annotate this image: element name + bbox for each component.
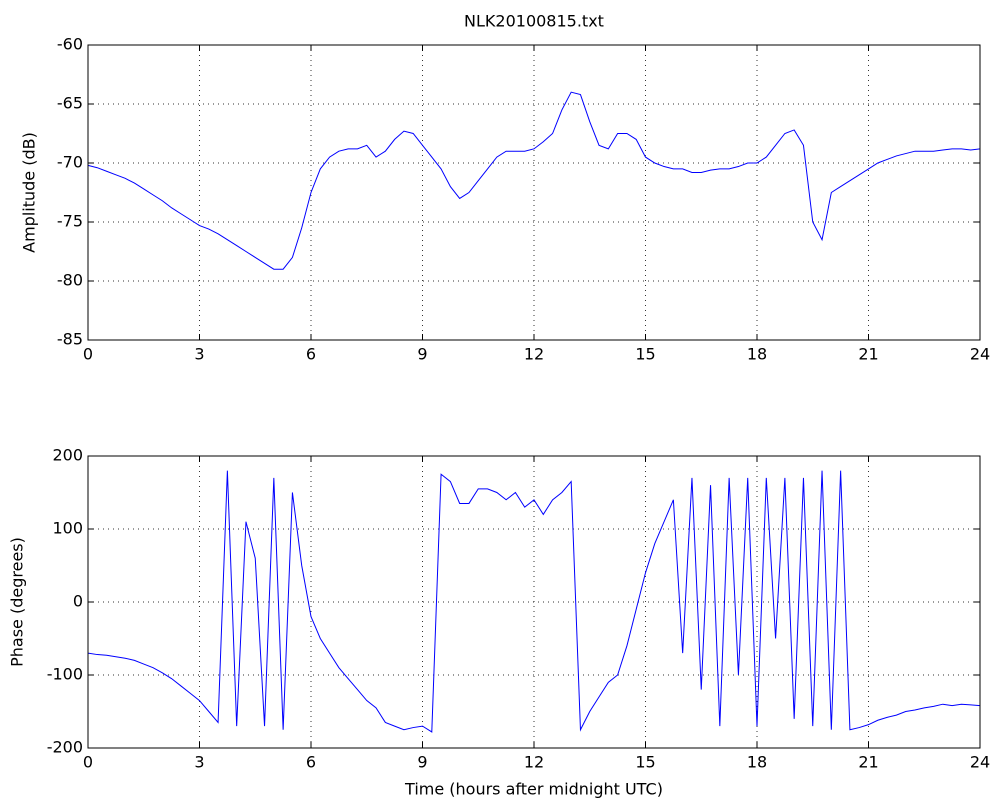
x-tick-label: 18: [747, 753, 767, 772]
x-tick-label: 12: [524, 345, 544, 364]
x-tick-label: 9: [417, 345, 427, 364]
x-tick-label: 6: [306, 753, 316, 772]
y-tick-label: -200: [47, 738, 83, 757]
y-tick-label: 200: [52, 446, 83, 465]
x-tick-label: 0: [83, 345, 93, 364]
x-tick-label: 24: [970, 345, 990, 364]
y-tick-label: -70: [57, 153, 83, 172]
x-tick-label: 0: [83, 753, 93, 772]
y-axis-label: Amplitude (dB): [20, 132, 39, 253]
x-tick-label: 12: [524, 753, 544, 772]
x-axis-label: Time (hours after midnight UTC): [404, 780, 663, 799]
y-tick-label: -80: [57, 271, 83, 290]
x-tick-label: 21: [858, 345, 878, 364]
x-tick-label: 3: [194, 345, 204, 364]
axes-frame: [87, 455, 981, 749]
data-line: [87, 470, 981, 733]
y-tick-label: -60: [57, 35, 83, 54]
x-tick-label: 15: [635, 753, 655, 772]
y-tick-label: 100: [52, 519, 83, 538]
y-tick-label: 0: [73, 592, 83, 611]
x-tick-label: 15: [635, 345, 655, 364]
x-tick-label: 24: [970, 753, 990, 772]
x-tick-label: 21: [858, 753, 878, 772]
y-tick-label: -75: [57, 212, 83, 231]
axes-frame: [87, 44, 981, 341]
chart-title: NLK20100815.txt: [464, 12, 604, 31]
y-tick-label: -100: [47, 665, 83, 684]
y-axis-label: Phase (degrees): [8, 537, 27, 667]
x-tick-label: 9: [417, 753, 427, 772]
data-line: [87, 91, 981, 270]
y-tick-label: -65: [57, 94, 83, 113]
x-tick-label: 6: [306, 345, 316, 364]
x-tick-label: 3: [194, 753, 204, 772]
x-tick-label: 18: [747, 345, 767, 364]
y-tick-label: -85: [57, 330, 83, 349]
